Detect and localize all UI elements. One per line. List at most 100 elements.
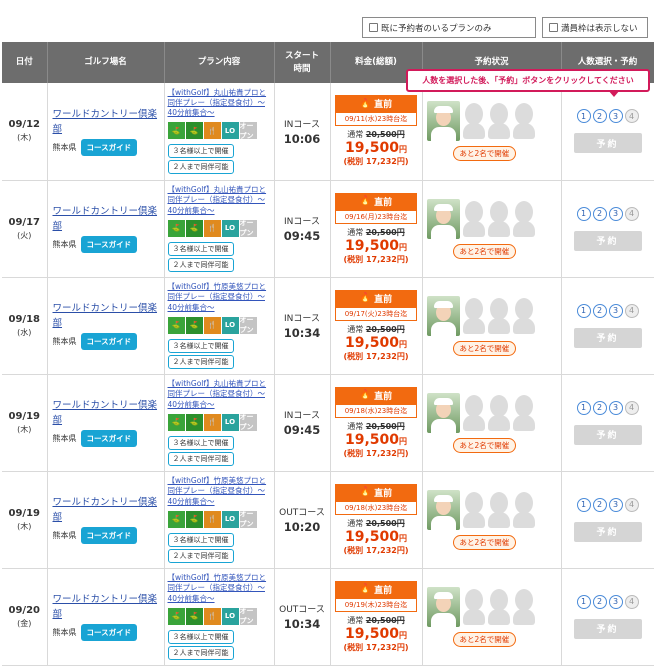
- course-guide-button[interactable]: コースガイド: [80, 527, 138, 545]
- open-competition-icon: オープン: [239, 413, 257, 431]
- status-cell: あと2名で開催: [422, 471, 562, 569]
- party-size-1[interactable]: 1: [576, 594, 591, 609]
- price: 19,500円: [335, 626, 417, 642]
- empty-slot-icon: [512, 491, 535, 528]
- price-yen: 円: [399, 145, 408, 155]
- reserve-button[interactable]: 予約: [573, 133, 642, 154]
- date-cell: 09/19 (木): [2, 471, 48, 569]
- party-size-2[interactable]: 2: [592, 400, 607, 415]
- reserve-button[interactable]: 予約: [573, 618, 642, 639]
- original-price: 通常 20,500円: [335, 615, 417, 626]
- empty-slot-icon: [462, 394, 485, 431]
- last-minute-label: 直前: [374, 391, 393, 402]
- golf-course-link[interactable]: ワールドカントリー倶楽部: [52, 496, 158, 523]
- pro-player-avatar: [426, 392, 460, 433]
- party-size-3[interactable]: 3: [608, 400, 623, 415]
- party-size-3[interactable]: 3: [608, 303, 623, 318]
- golf-course-link[interactable]: ワールドカントリー倶楽部: [52, 108, 158, 135]
- party-size-1[interactable]: 1: [576, 400, 591, 415]
- empty-slot-icon: [512, 200, 535, 237]
- remaining-badge: あと2名で開催: [452, 631, 517, 647]
- golf-course-link[interactable]: ワールドカントリー倶楽部: [52, 399, 158, 426]
- pro-player-avatar: [426, 101, 460, 142]
- price-yen: 円: [399, 339, 408, 349]
- status-cell: あと2名で開催: [422, 568, 562, 666]
- empty-slot-icon: [512, 588, 535, 625]
- party-size-2[interactable]: 2: [592, 594, 607, 609]
- reserve-button[interactable]: 予約: [573, 327, 642, 348]
- golf-course-link[interactable]: ワールドカントリー倶楽部: [52, 593, 158, 620]
- party-size-3[interactable]: 3: [608, 497, 623, 512]
- original-price: 通常 20,500円: [335, 518, 417, 529]
- filter-hide-full[interactable]: 満員枠は表示しない: [542, 17, 648, 38]
- course-guide-button[interactable]: コースガイド: [80, 138, 138, 156]
- start-cell: INコース 10:06: [274, 83, 331, 181]
- range-icon: ⛳: [185, 219, 203, 237]
- reserve-button[interactable]: 予約: [573, 424, 642, 445]
- price: 19,500円: [335, 238, 417, 254]
- date: 09/17: [8, 216, 40, 228]
- party-size-2[interactable]: 2: [592, 303, 607, 318]
- party-size-1[interactable]: 1: [576, 206, 591, 221]
- food-icon: 🍴: [203, 607, 221, 625]
- plan-link[interactable]: 【withGolf】丸山祐貴プロと同伴プレー（指定昼食付）～40分前集合～: [167, 185, 267, 215]
- course-label: INコース: [284, 217, 320, 227]
- party-size-2[interactable]: 2: [592, 206, 607, 221]
- last-minute-label: 直前: [374, 585, 393, 596]
- table-row: 09/20 (金) ワールドカントリー倶楽部 熊本県 コースガイド 【withG…: [2, 568, 654, 666]
- filter-hide-full-label: 満員枠は表示しない: [561, 23, 638, 34]
- course-guide-button[interactable]: コースガイド: [80, 624, 138, 642]
- price: 19,500円: [335, 529, 417, 545]
- price-tax: (税別 17,232円): [343, 157, 409, 167]
- plan-cell: 【withGolf】竹原美悠プロと同伴プレー（指定昼食付）～40分前集合～ ⛳ ⛳…: [164, 471, 275, 569]
- reserve-button[interactable]: 予約: [573, 521, 642, 542]
- date-cell: 09/12 (木): [2, 83, 48, 181]
- table-row: 09/19 (木) ワールドカントリー倶楽部 熊本県 コースガイド 【withG…: [2, 471, 654, 569]
- party-size-4: 4: [624, 497, 639, 512]
- start-cell: OUTコース 10:34: [274, 568, 331, 666]
- prefecture: 熊本県: [52, 142, 77, 152]
- checkbox-icon[interactable]: [369, 23, 378, 32]
- party-size-1[interactable]: 1: [576, 303, 591, 318]
- golf-course-link[interactable]: ワールドカントリー倶楽部: [52, 302, 158, 329]
- party-size-2[interactable]: 2: [592, 109, 607, 124]
- course-guide-button[interactable]: コースガイド: [80, 236, 138, 254]
- flame-icon: 🔥: [359, 584, 372, 594]
- plan-link[interactable]: 【withGolf】竹原美悠プロと同伴プレー（指定昼食付）～40分前集合～: [167, 573, 267, 603]
- food-icon: 🍴: [203, 122, 221, 140]
- companion-tag: ２人まで同伴可能: [167, 257, 234, 272]
- start-cell: INコース 09:45: [274, 180, 331, 278]
- date: 09/12: [8, 119, 40, 131]
- range-icon: ⛳: [185, 413, 203, 431]
- original-price-label: 通常: [347, 324, 364, 334]
- filter-only-reserved[interactable]: 既に予約者のいるプランのみ: [362, 17, 536, 38]
- flame-icon: 🔥: [359, 293, 372, 303]
- last-minute-label: 直前: [374, 294, 393, 305]
- day-of-week: (木): [17, 133, 32, 143]
- plan-link[interactable]: 【withGolf】竹原美悠プロと同伴プレー（指定昼食付）～40分前集合～: [167, 282, 267, 312]
- party-size-1[interactable]: 1: [576, 109, 591, 124]
- party-size-3[interactable]: 3: [608, 594, 623, 609]
- course-guide-button[interactable]: コースガイド: [80, 333, 138, 351]
- golf-course-link[interactable]: ワールドカントリー倶楽部: [52, 205, 158, 232]
- start-time: 10:34: [283, 617, 321, 631]
- plan-link[interactable]: 【withGolf】竹原美悠プロと同伴プレー（指定昼食付）～40分前集合～: [167, 476, 267, 506]
- last-minute-label: 直前: [374, 488, 393, 499]
- LO-icon: LO: [221, 316, 239, 334]
- empty-slot-icon: [487, 200, 510, 237]
- golf-meta: 熊本県 コースガイド: [53, 236, 164, 254]
- original-price-label: 通常: [347, 227, 364, 237]
- party-size-3[interactable]: 3: [608, 206, 623, 221]
- food-icon: 🍴: [203, 510, 221, 528]
- checkbox-icon[interactable]: [549, 23, 558, 32]
- party-size-3[interactable]: 3: [608, 109, 623, 124]
- course-guide-button[interactable]: コースガイド: [80, 430, 138, 448]
- plan-link[interactable]: 【withGolf】丸山祐貴プロと同伴プレー（指定昼食付）～40分前集合～: [167, 379, 267, 409]
- reserve-button[interactable]: 予約: [573, 230, 642, 251]
- plan-link[interactable]: 【withGolf】丸山祐貴プロと同伴プレー（指定昼食付）～40分前集合～: [167, 88, 267, 118]
- party-size-1[interactable]: 1: [576, 497, 591, 512]
- price-cell: 🔥 直前 09/18(水)23時台迄 通常 20,500円 19,500円 (税…: [330, 471, 423, 569]
- party-size-2[interactable]: 2: [592, 497, 607, 512]
